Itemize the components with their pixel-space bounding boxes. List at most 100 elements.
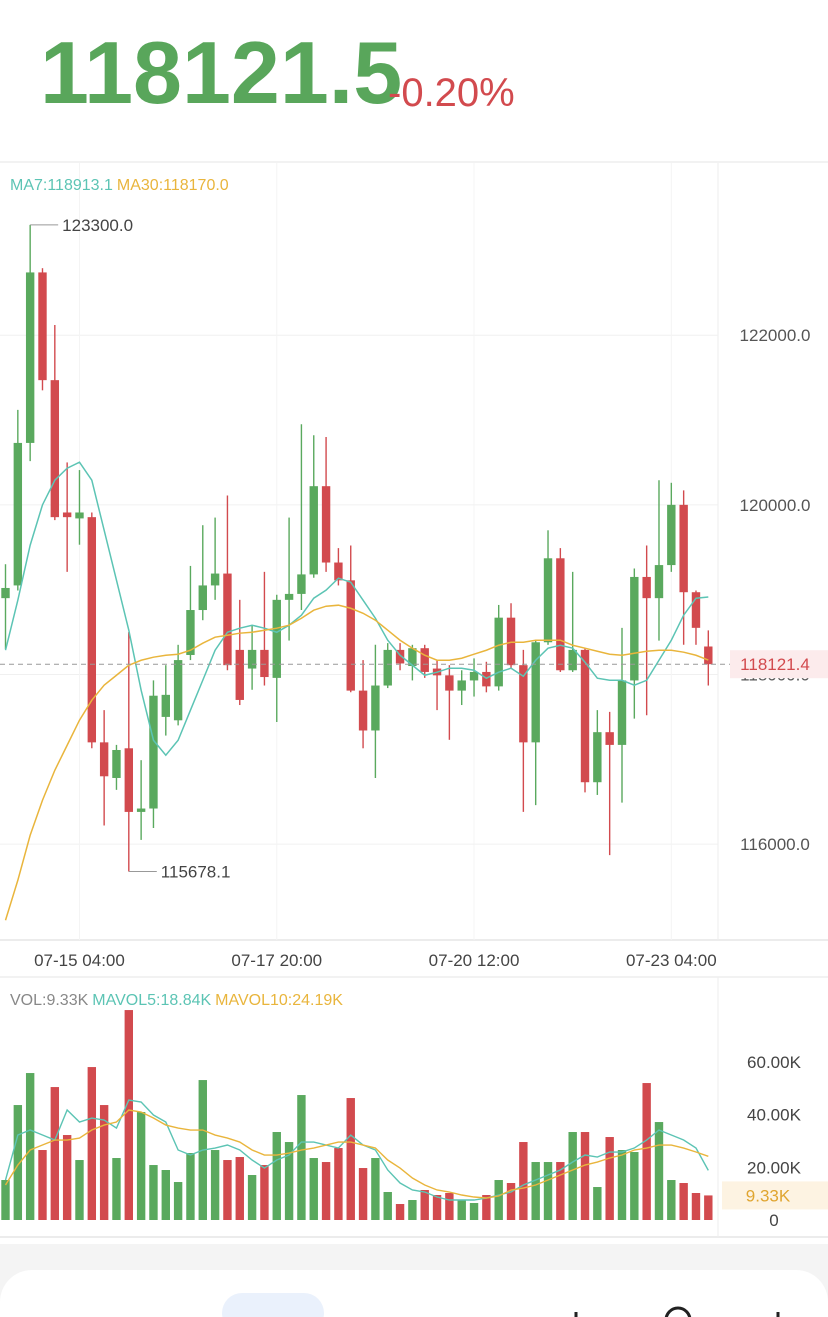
volume-bar xyxy=(617,1150,627,1220)
y-tick-label: 0 xyxy=(769,1211,778,1230)
candle-body xyxy=(13,442,23,586)
volume-bar xyxy=(25,1073,35,1220)
legend-entry: VOL:9.33K xyxy=(10,992,89,1009)
volume-bar xyxy=(556,1162,565,1220)
candle-body xyxy=(371,685,380,731)
last-volume-label: 9.33K xyxy=(746,1186,791,1205)
volume-bar xyxy=(186,1153,195,1220)
volume-bar xyxy=(223,1160,232,1220)
volume-bar xyxy=(432,1195,442,1220)
volume-bar xyxy=(654,1122,664,1220)
volume-bar xyxy=(457,1200,466,1220)
y-tick-label: 20.00K xyxy=(747,1158,802,1177)
header-change: -0.20% xyxy=(388,71,515,115)
legend-entry: MAVOL5:18.84K xyxy=(92,992,211,1009)
volume-bar xyxy=(593,1187,602,1220)
candle-body xyxy=(630,576,639,681)
candle-body xyxy=(25,272,35,443)
candle-body xyxy=(124,748,133,812)
volume-bar xyxy=(506,1183,516,1220)
volume-bar xyxy=(260,1165,269,1220)
tab-pill[interactable] xyxy=(222,1293,324,1317)
candle-body xyxy=(309,486,318,575)
candle-body xyxy=(531,642,540,743)
volume-bar xyxy=(580,1132,590,1220)
volume-bar xyxy=(704,1195,713,1220)
candle-body xyxy=(642,576,651,599)
candle-body xyxy=(420,648,429,672)
volume-bar xyxy=(383,1191,392,1220)
candle-body xyxy=(593,732,602,783)
bottom-card xyxy=(0,1270,828,1317)
mavol-line xyxy=(4,1099,709,1201)
ma-line xyxy=(4,461,709,757)
candle-body xyxy=(556,558,565,671)
candle-body xyxy=(284,593,294,600)
candle-body xyxy=(50,380,60,518)
candle-body xyxy=(605,732,614,745)
candle-body xyxy=(149,695,158,809)
candle-body xyxy=(383,649,392,686)
y-tick-label: 40.00K xyxy=(747,1106,802,1125)
y-tick-label: 116000.0 xyxy=(740,835,810,854)
candle-body xyxy=(186,610,195,655)
volume-bar xyxy=(87,1067,97,1220)
candle-body xyxy=(223,573,232,666)
volume-bar xyxy=(309,1158,318,1220)
candle-body xyxy=(38,272,47,381)
candle-body xyxy=(408,648,417,667)
x-tick-label: 07-15 04:00 xyxy=(34,951,125,970)
candle-body xyxy=(247,649,257,669)
volume-bar xyxy=(543,1162,553,1220)
volume-bar xyxy=(445,1193,454,1220)
candle-body xyxy=(161,694,170,717)
volume-bar xyxy=(519,1142,528,1220)
icon[interactable] xyxy=(664,1306,692,1317)
high-label: 123300.0 xyxy=(62,216,133,235)
volume-bar xyxy=(667,1180,676,1220)
volume-bar xyxy=(284,1142,294,1220)
candle-body xyxy=(580,649,590,783)
volume-bar xyxy=(38,1150,47,1220)
volume-bar xyxy=(642,1083,651,1220)
volume-bar xyxy=(482,1195,491,1220)
candle-body xyxy=(667,504,676,566)
candle-body xyxy=(358,690,368,731)
candle-body xyxy=(691,592,701,628)
mavol-line xyxy=(4,1109,709,1199)
candle-body xyxy=(494,617,503,687)
ma-line xyxy=(4,604,709,921)
candle-body xyxy=(62,512,72,518)
candle-body xyxy=(173,660,183,721)
legend-entry: MA7:118913.1 xyxy=(10,177,113,194)
legend-entry: MAVOL10:24.19K xyxy=(215,992,343,1009)
candle-body xyxy=(704,646,713,665)
x-tick-label: 07-17 20:00 xyxy=(231,951,322,970)
candle-body xyxy=(198,585,207,611)
volume-bar xyxy=(50,1087,60,1220)
candle-body xyxy=(235,649,244,700)
y-tick-label: 120000.0 xyxy=(740,496,811,515)
candle-body xyxy=(297,574,306,594)
candle-body xyxy=(321,486,331,563)
candle-body xyxy=(346,580,355,691)
volume-bar xyxy=(568,1132,577,1220)
volume-bar xyxy=(99,1105,109,1220)
volume-bar xyxy=(334,1148,343,1220)
candle-body xyxy=(112,749,121,778)
volume-bar xyxy=(136,1112,146,1220)
candle-body xyxy=(99,742,109,777)
volume-bar xyxy=(247,1175,257,1220)
candle-body xyxy=(1,587,10,599)
candle-body xyxy=(457,680,466,691)
volume-bar xyxy=(346,1098,355,1220)
candle-body xyxy=(75,512,84,519)
volume-bar xyxy=(149,1165,158,1220)
candle-body xyxy=(334,562,343,581)
volume-bar xyxy=(531,1162,540,1220)
header-price: 118121.5 xyxy=(40,23,402,122)
volume-bar xyxy=(13,1105,23,1220)
x-tick-label: 07-23 04:00 xyxy=(626,951,717,970)
